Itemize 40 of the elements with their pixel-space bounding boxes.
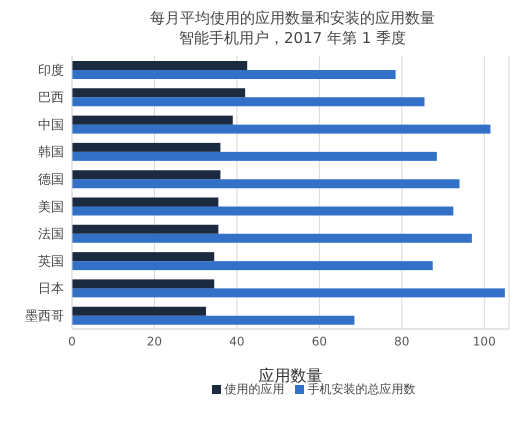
bar	[72, 198, 218, 206]
bar	[72, 88, 246, 98]
x-tick-label: 40	[229, 334, 245, 349]
y-tick-label: 德国	[38, 172, 64, 188]
y-tick-label: 日本	[38, 282, 64, 297]
bar	[72, 179, 460, 188]
legend-label: 手机安装的总应用数	[308, 382, 416, 396]
y-tick-label: 墨西哥	[25, 308, 64, 324]
x-tick-label: 80	[394, 334, 410, 349]
bar	[72, 170, 220, 180]
bar	[72, 116, 233, 125]
x-tick-label: 60	[312, 334, 327, 349]
bar	[72, 261, 433, 270]
y-tick-label: 印度	[38, 62, 64, 78]
y-tick-label: 美国	[38, 198, 64, 215]
bar	[72, 152, 437, 161]
bar	[72, 306, 206, 316]
x-tick-label: 100	[472, 334, 496, 349]
y-tick-label: 巴西	[38, 90, 64, 106]
bar	[72, 316, 354, 325]
bar	[72, 206, 454, 216]
x-tick-label: 0	[68, 334, 76, 349]
bar	[72, 124, 490, 134]
y-tick-label: 英国	[38, 254, 64, 270]
bar	[72, 252, 214, 262]
bar	[72, 70, 396, 79]
bar	[72, 288, 505, 298]
bar	[72, 97, 424, 106]
x-tick-label: 20	[146, 334, 162, 349]
bar	[72, 224, 218, 234]
y-tick-label: 法国	[38, 227, 64, 242]
legend-label: 使用的应用	[224, 382, 284, 396]
bar	[72, 279, 214, 288]
bar	[72, 142, 220, 152]
chart-title: 每月平均使用的应用数量和安装的应用数量	[149, 8, 436, 28]
bar	[72, 61, 248, 70]
y-tick-label: 中国	[38, 118, 64, 133]
bar	[72, 234, 472, 243]
chart-subtitle: 智能手机用户，2017 年第 1 季度	[178, 28, 408, 48]
y-tick-label: 韩国	[38, 145, 64, 160]
